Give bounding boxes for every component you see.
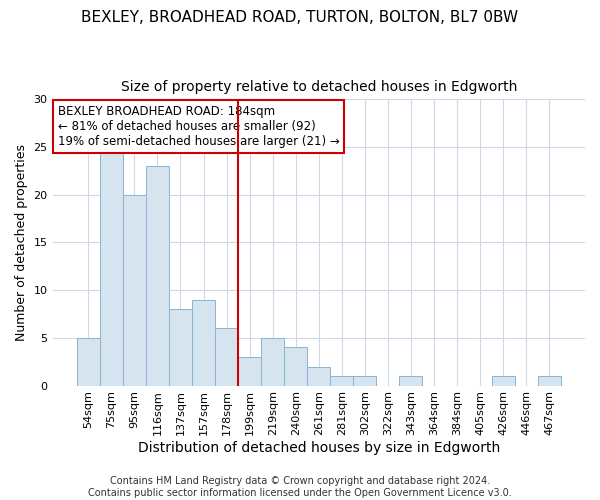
Bar [261, 338, 284, 386]
Text: Contains HM Land Registry data © Crown copyright and database right 2024.
Contai: Contains HM Land Registry data © Crown c… [88, 476, 512, 498]
Bar [123, 194, 146, 386]
Bar [100, 147, 123, 386]
Bar [491, 376, 515, 386]
Bar [353, 376, 376, 386]
Bar [146, 166, 169, 386]
Bar [400, 376, 422, 386]
Bar [192, 300, 215, 386]
Bar [307, 366, 330, 386]
Bar [77, 338, 100, 386]
Bar [538, 376, 561, 386]
Text: BEXLEY, BROADHEAD ROAD, TURTON, BOLTON, BL7 0BW: BEXLEY, BROADHEAD ROAD, TURTON, BOLTON, … [82, 10, 518, 25]
Text: BEXLEY BROADHEAD ROAD: 184sqm
← 81% of detached houses are smaller (92)
19% of s: BEXLEY BROADHEAD ROAD: 184sqm ← 81% of d… [58, 105, 340, 148]
X-axis label: Distribution of detached houses by size in Edgworth: Distribution of detached houses by size … [137, 441, 500, 455]
Bar [330, 376, 353, 386]
Y-axis label: Number of detached properties: Number of detached properties [15, 144, 28, 341]
Bar [238, 357, 261, 386]
Title: Size of property relative to detached houses in Edgworth: Size of property relative to detached ho… [121, 80, 517, 94]
Bar [169, 309, 192, 386]
Bar [284, 348, 307, 386]
Bar [215, 328, 238, 386]
